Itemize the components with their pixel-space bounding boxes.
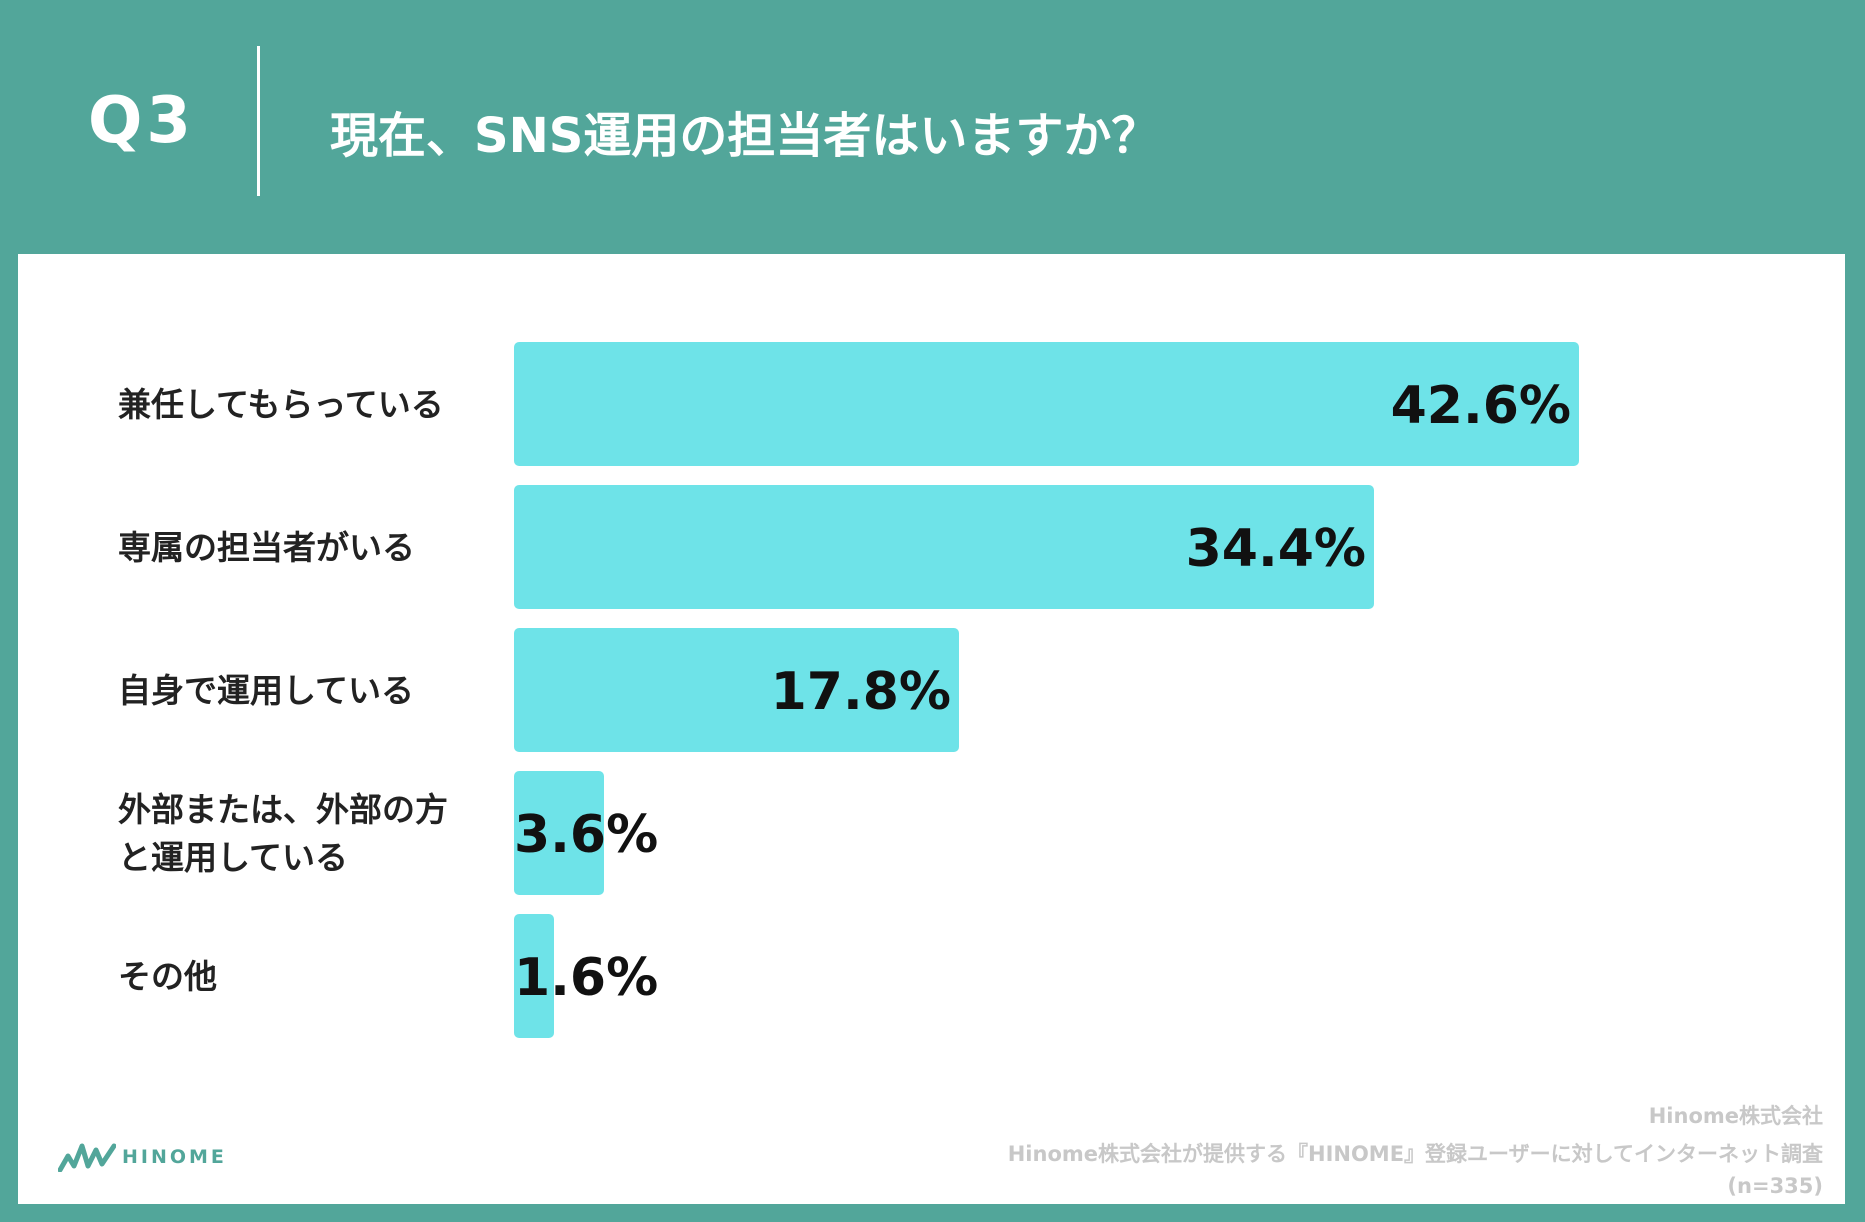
category-label-1: 専属の担当者がいる bbox=[118, 528, 415, 567]
bar-chart: 兼任してもらっている 42.6% 専属の担当者がいる 34.4% 自身で運用している 17… bbox=[118, 342, 1579, 1038]
bar-1 bbox=[514, 485, 1374, 609]
question-number: Q3 bbox=[88, 84, 195, 158]
bar-0 bbox=[514, 342, 1579, 466]
category-label-4: その他 bbox=[118, 957, 217, 996]
footer-sample: (n=335) bbox=[1727, 1174, 1823, 1198]
bar-3 bbox=[514, 771, 604, 895]
hinome-logo-icon bbox=[58, 1143, 116, 1172]
hinome-logo: HINOME bbox=[58, 1142, 227, 1172]
bar-2 bbox=[514, 628, 959, 752]
value-label-3: 3.6% bbox=[514, 805, 658, 865]
bar-4 bbox=[514, 914, 554, 1038]
chart-panel: 兼任してもらっている 42.6% 専属の担当者がいる 34.4% 自身で運用している 17… bbox=[18, 254, 1845, 1204]
question-title: 現在、SNS運用の担当者はいますか？ bbox=[330, 108, 1160, 164]
header: Q3 現在、SNS運用の担当者はいますか？ bbox=[0, 0, 1865, 254]
footer-survey: Hinome株式会社が提供する『HINOME』登録ユーザーに対してインターネット… bbox=[1007, 1142, 1823, 1166]
category-label-0: 兼任してもらっている bbox=[118, 385, 444, 424]
value-label-0: 42.6% bbox=[1391, 376, 1571, 436]
value-label-2: 17.8% bbox=[771, 662, 951, 722]
category-label-2: 自身で運用している bbox=[118, 671, 414, 710]
value-label-1: 34.4% bbox=[1186, 519, 1366, 579]
footer-company: Hinome株式会社 bbox=[1648, 1104, 1823, 1128]
header-divider bbox=[257, 46, 260, 196]
category-label-3: 外部または、外部の方と運用している bbox=[118, 790, 448, 877]
value-label-4: 1.6% bbox=[514, 948, 658, 1008]
logo-text: HINOME bbox=[122, 1146, 227, 1168]
